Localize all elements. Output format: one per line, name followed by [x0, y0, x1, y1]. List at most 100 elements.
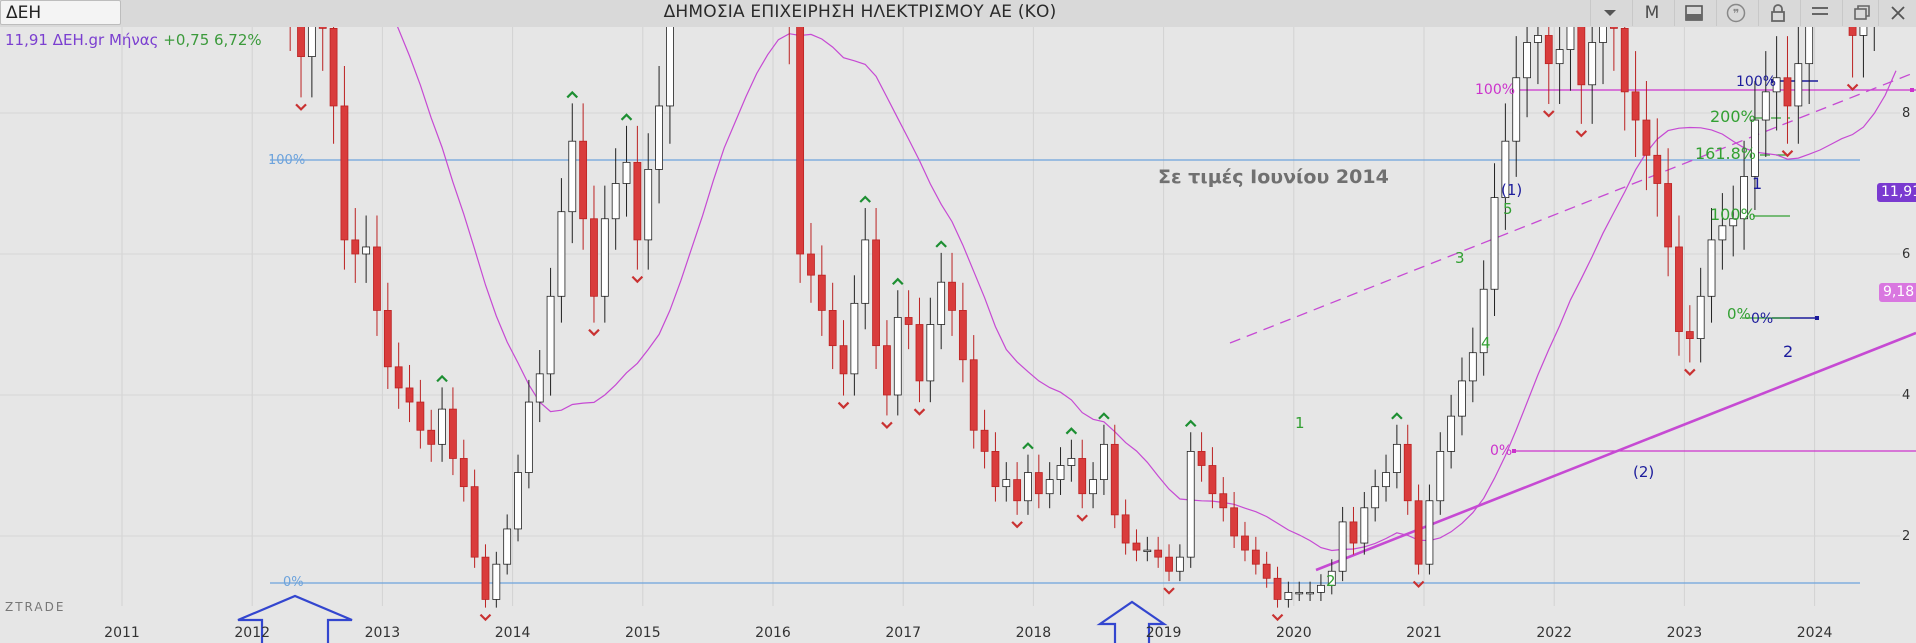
horizontal-gridlines: [0, 112, 1900, 537]
close-icon[interactable]: [1878, 0, 1916, 26]
candle: [807, 222, 815, 303]
candle: [1284, 581, 1293, 608]
quote-icon[interactable]: ❞: [1716, 0, 1755, 26]
candle: [883, 320, 891, 416]
candle: [1067, 439, 1076, 482]
candle: [1588, 27, 1597, 124]
y-tick-label: 8: [1902, 106, 1910, 121]
wave-label: 1: [1295, 414, 1305, 432]
x-tick-label: 2014: [495, 625, 531, 641]
candle: [1273, 566, 1282, 608]
wave-label: 2: [1326, 572, 1336, 590]
candle: [1425, 484, 1434, 575]
candle: [1241, 521, 1249, 562]
svg-text:❞: ❞: [1733, 7, 1739, 21]
candle: [1197, 432, 1206, 482]
menu-icon[interactable]: [1800, 0, 1839, 26]
fib-magenta-0-label: 0%: [1490, 443, 1512, 459]
channel-upper-line: [1229, 71, 1916, 344]
fib-blue-0-handle: [1815, 316, 1819, 320]
candle: [383, 282, 392, 389]
y-tick-label: 2: [1902, 529, 1910, 544]
candle: [969, 335, 978, 449]
candle: [1707, 208, 1716, 323]
candle: [1143, 536, 1152, 562]
candle: [416, 379, 425, 449]
candle: [1848, 27, 1857, 78]
swing-high-marker: [1184, 419, 1197, 428]
x-tick-label: 2021: [1406, 625, 1442, 641]
candle: [958, 282, 967, 383]
candle: [1338, 506, 1347, 582]
swing-low-marker: [479, 613, 492, 622]
candle: [1208, 447, 1217, 509]
candle: [926, 297, 935, 403]
x-tick-label: 2024: [1797, 625, 1833, 641]
swing-low-marker: [1781, 149, 1794, 158]
price-chart[interactable]: 2468101214 20112012201320142015201620172…: [0, 27, 1916, 643]
candle: [394, 342, 403, 409]
candle: [557, 178, 566, 323]
wave-label: 5: [1503, 200, 1513, 218]
y-tick-label: 6: [1902, 247, 1910, 262]
candle: [1458, 357, 1466, 436]
candle: [1631, 51, 1640, 157]
candle: [514, 454, 522, 542]
swing-high-marker: [620, 113, 633, 121]
symbol-input[interactable]: ΔΕΗ: [0, 0, 121, 25]
annotations: Σε τιμές Ιουνίου 2014 100% 0% 100% 0% 10…: [5, 74, 1793, 614]
candle: [481, 544, 490, 608]
swing-low-marker: [1846, 83, 1859, 92]
candle: [1230, 492, 1239, 548]
candle: [1403, 424, 1412, 515]
candle: [1262, 551, 1271, 588]
swing-high-marker: [1065, 427, 1078, 435]
period-button[interactable]: M: [1632, 0, 1671, 26]
candle: [1859, 27, 1868, 78]
vertical-gridlines: [121, 27, 1816, 606]
swing-low-marker: [1076, 514, 1088, 522]
wave-label: 3: [1455, 249, 1465, 267]
swing-low-marker: [837, 401, 850, 410]
lock-icon[interactable]: [1758, 0, 1797, 26]
swing-low-marker: [295, 103, 307, 111]
candle: [1675, 215, 1683, 356]
x-tick-label: 2018: [1016, 625, 1052, 641]
swing-low-marker: [1684, 368, 1696, 376]
x-tick-label: 2023: [1667, 625, 1703, 641]
candle: [1751, 80, 1759, 211]
candle: [1349, 506, 1358, 555]
chevron-down-icon[interactable]: [1590, 0, 1629, 26]
candle: [1544, 27, 1553, 104]
x-tick-label: 2022: [1536, 625, 1572, 641]
x-tick-label: 2016: [755, 625, 791, 641]
candle: [1490, 163, 1499, 317]
annotation-note: Σε τιμές Ιουνίου 2014: [1158, 166, 1389, 188]
fib-blue-0-label: 0%: [1751, 311, 1773, 327]
swing-high-marker: [436, 374, 448, 383]
fib-green-100-label: 100%: [1710, 205, 1756, 224]
candle: [872, 208, 880, 370]
candle: [351, 208, 360, 283]
candle: [991, 432, 1000, 502]
candle: [1251, 536, 1260, 575]
swing-low-marker: [631, 275, 644, 284]
candle: [1523, 27, 1531, 118]
ma-value-badge: 9,18: [1879, 283, 1916, 302]
x-tick-label: 2015: [625, 625, 661, 641]
candle: [633, 125, 642, 270]
fib-green-0-label: 0%: [1727, 305, 1751, 323]
x-tick-label: 2013: [365, 625, 401, 641]
magenta-handle-bottom: [1512, 449, 1516, 453]
candle: [1110, 424, 1119, 529]
candle: [1642, 80, 1651, 191]
candle: [1653, 118, 1662, 217]
layout-icon[interactable]: [1674, 0, 1713, 26]
swing-high-marker: [566, 90, 579, 99]
restore-icon[interactable]: [1842, 0, 1881, 26]
candle: [1805, 27, 1814, 104]
candle: [438, 387, 446, 462]
candle: [1512, 36, 1521, 177]
candle: [1295, 581, 1304, 602]
candle: [904, 290, 913, 350]
